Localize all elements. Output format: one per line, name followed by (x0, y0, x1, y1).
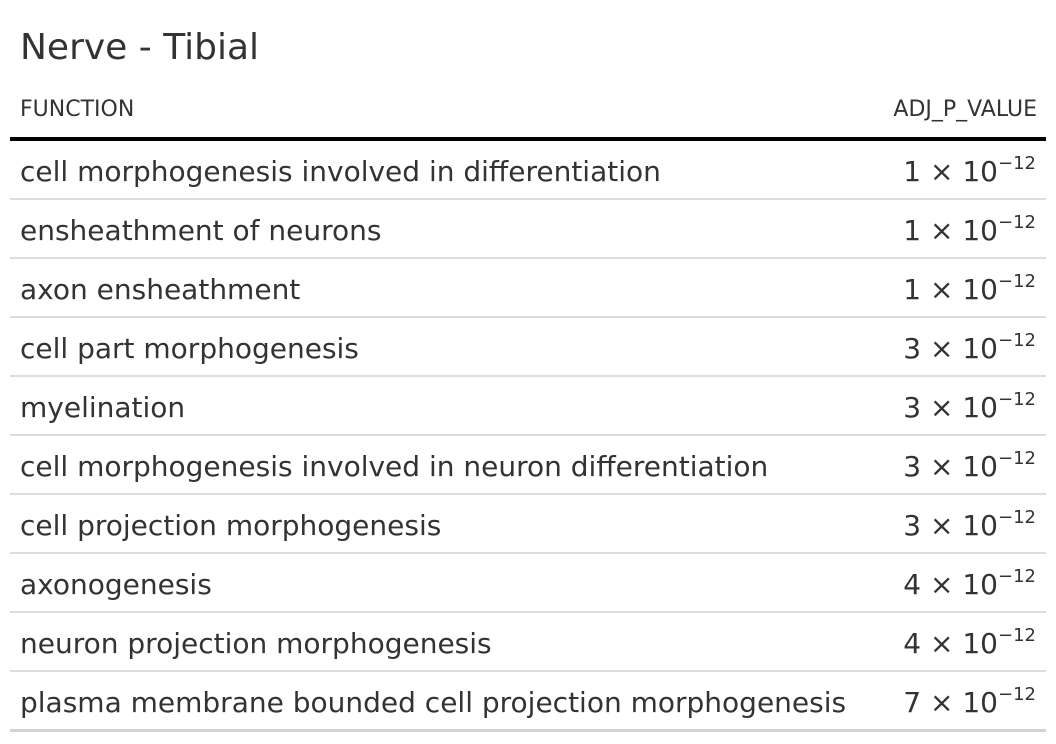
p-base: 10 (962, 155, 998, 188)
function-cell: myelination (20, 391, 186, 424)
p-mantissa: 4 (903, 627, 922, 660)
table-title: Nerve - Tibial (20, 27, 260, 68)
table-row: ensheathment of neurons 1 × 10−12 (10, 200, 1046, 259)
adj-p-value-cell: 4 × 10−12 (903, 568, 1036, 602)
p-mantissa: 4 (903, 568, 922, 601)
p-times: × (929, 332, 954, 365)
p-base: 10 (962, 273, 998, 306)
adj-p-value-cell: 4 × 10−12 (903, 627, 1036, 661)
function-cell: cell part morphogenesis (20, 332, 359, 365)
adj-p-value-cell: 1 × 10−12 (903, 214, 1036, 248)
p-times: × (929, 686, 954, 719)
table-row: axonogenesis 4 × 10−12 (10, 554, 1046, 613)
p-exponent: −12 (998, 212, 1036, 233)
p-base: 10 (962, 568, 998, 601)
p-base: 10 (962, 214, 998, 247)
table-row: cell morphogenesis involved in neuron di… (10, 436, 1046, 495)
adj-p-value-cell: 3 × 10−12 (903, 391, 1036, 425)
adj-p-value-cell: 1 × 10−12 (903, 273, 1036, 307)
p-mantissa: 3 (903, 509, 922, 542)
p-exponent: −12 (998, 684, 1036, 705)
p-base: 10 (962, 627, 998, 660)
column-header-function: FUNCTION (20, 97, 135, 122)
p-exponent: −12 (998, 271, 1036, 292)
p-times: × (929, 391, 954, 424)
table-row: plasma membrane bounded cell projection … (10, 672, 1046, 732)
p-mantissa: 7 (903, 686, 922, 719)
p-base: 10 (962, 509, 998, 542)
p-exponent: −12 (998, 153, 1036, 174)
p-base: 10 (962, 686, 998, 719)
p-times: × (929, 273, 954, 306)
p-base: 10 (962, 391, 998, 424)
table-row: cell part morphogenesis 3 × 10−12 (10, 318, 1046, 377)
p-mantissa: 3 (903, 450, 922, 483)
p-mantissa: 1 (903, 214, 922, 247)
p-base: 10 (962, 450, 998, 483)
function-cell: axon ensheathment (20, 273, 301, 306)
function-cell: cell morphogenesis involved in neuron di… (20, 450, 769, 483)
table-row: neuron projection morphogenesis 4 × 10−1… (10, 613, 1046, 672)
p-mantissa: 3 (903, 332, 922, 365)
p-times: × (929, 450, 954, 483)
adj-p-value-cell: 3 × 10−12 (903, 450, 1036, 484)
p-exponent: −12 (998, 448, 1036, 469)
p-mantissa: 1 (903, 155, 922, 188)
table-row: myelination 3 × 10−12 (10, 377, 1046, 436)
p-exponent: −12 (998, 330, 1036, 351)
adj-p-value-cell: 3 × 10−12 (903, 509, 1036, 543)
p-times: × (929, 509, 954, 542)
p-times: × (929, 155, 954, 188)
function-cell: neuron projection morphogenesis (20, 627, 492, 660)
adj-p-value-cell: 3 × 10−12 (903, 332, 1036, 366)
function-cell: cell projection morphogenesis (20, 509, 442, 542)
function-cell: axonogenesis (20, 568, 212, 601)
table-header: FUNCTION ADJ_P_VALUE (10, 88, 1046, 141)
table-row: cell morphogenesis involved in different… (10, 141, 1046, 200)
p-exponent: −12 (998, 507, 1036, 528)
function-cell: ensheathment of neurons (20, 214, 382, 247)
p-exponent: −12 (998, 389, 1036, 410)
column-header-adj-p-value: ADJ_P_VALUE (893, 97, 1037, 122)
adj-p-value-cell: 7 × 10−12 (903, 686, 1036, 720)
function-cell: plasma membrane bounded cell projection … (20, 686, 847, 719)
function-cell: cell morphogenesis involved in different… (20, 155, 661, 188)
table-row: axon ensheathment 1 × 10−12 (10, 259, 1046, 318)
p-times: × (929, 627, 954, 660)
p-exponent: −12 (998, 566, 1036, 587)
adj-p-value-cell: 1 × 10−12 (903, 155, 1036, 189)
p-exponent: −12 (998, 625, 1036, 646)
table-row: cell projection morphogenesis 3 × 10−12 (10, 495, 1046, 554)
p-times: × (929, 568, 954, 601)
results-table: FUNCTION ADJ_P_VALUE cell morphogenesis … (10, 88, 1046, 732)
p-mantissa: 3 (903, 391, 922, 424)
p-base: 10 (962, 332, 998, 365)
p-times: × (929, 214, 954, 247)
p-mantissa: 1 (903, 273, 922, 306)
